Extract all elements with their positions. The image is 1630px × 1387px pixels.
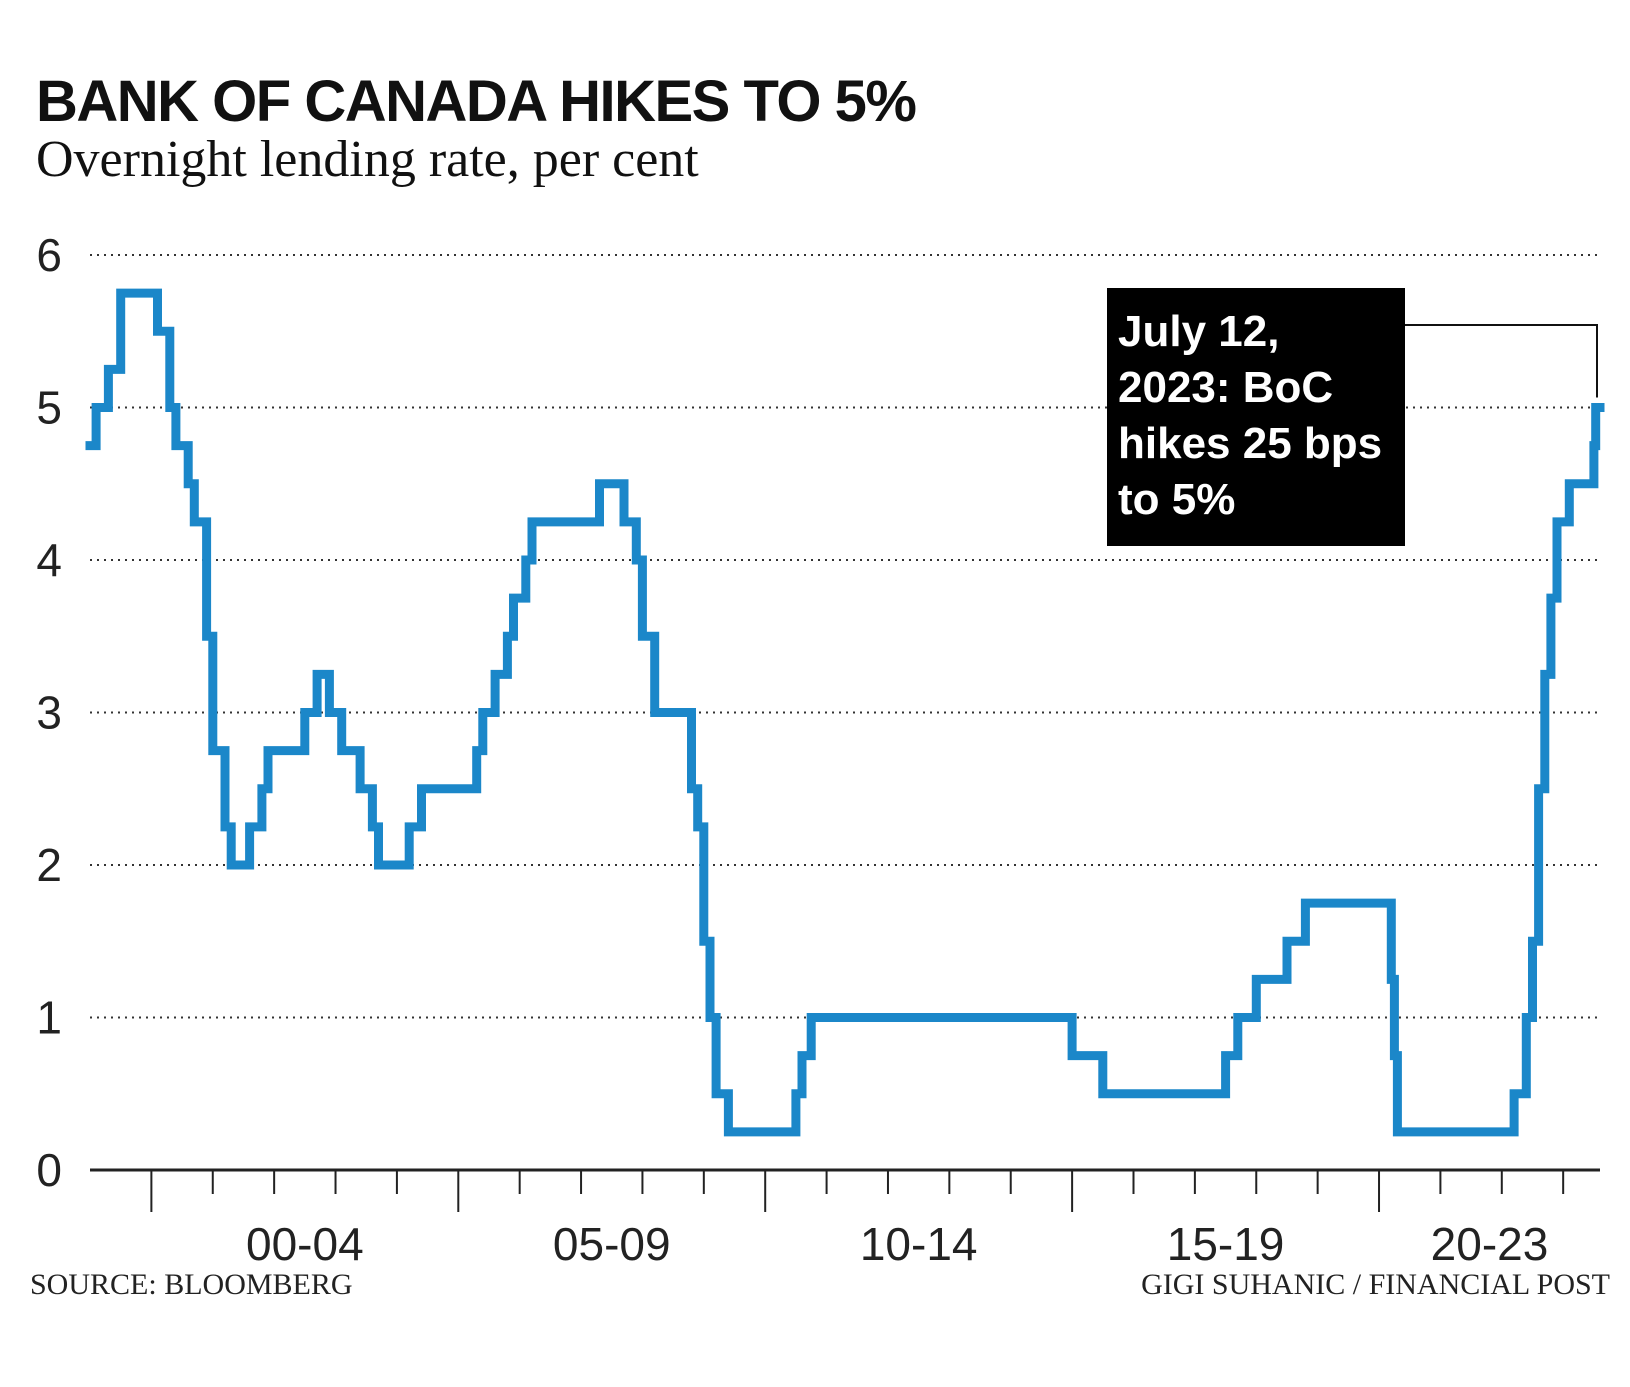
y-tick-label: 6: [36, 229, 62, 281]
callout-line-4: to 5%: [1118, 475, 1235, 524]
credit-note: GIGI SUHANIC / FINANCIAL POST: [1141, 1268, 1610, 1301]
callout-background: [1107, 288, 1405, 546]
x-tick-label: 10-14: [860, 1218, 978, 1270]
x-tick-label: 00-04: [246, 1218, 364, 1270]
y-axis: 0 1 2 3 4 5 6: [36, 229, 62, 1196]
chart-subtitle: Overnight lending rate, per cent: [36, 131, 699, 188]
callout-leader-line: [1405, 324, 1598, 398]
callout-line-2: 2023: BoC: [1118, 363, 1333, 412]
callout-line-3: hikes 25 bps: [1118, 419, 1382, 468]
y-tick-label: 5: [36, 382, 62, 434]
y-tick-label: 3: [36, 687, 62, 739]
y-tick-label: 1: [36, 992, 62, 1044]
chart-title: BANK OF CANADA HIKES TO 5%: [36, 69, 917, 134]
x-axis: 00-04 05-09 10-14 15-19 20-23: [90, 1168, 1600, 1270]
x-tick-label: 05-09: [553, 1218, 671, 1270]
x-tick-label: 15-19: [1167, 1218, 1285, 1270]
callout-box: July 12, 2023: BoC hikes 25 bps to 5%: [1107, 288, 1405, 546]
y-tick-label: 0: [36, 1144, 62, 1196]
source-note: SOURCE: BLOOMBERG: [30, 1268, 353, 1301]
series-line-overnight-rate: [85, 288, 1605, 1137]
y-tick-label: 2: [36, 839, 62, 891]
y-tick-label: 4: [36, 534, 62, 586]
x-tick-label: 20-23: [1431, 1218, 1549, 1270]
callout-line-1: July 12,: [1118, 307, 1279, 356]
